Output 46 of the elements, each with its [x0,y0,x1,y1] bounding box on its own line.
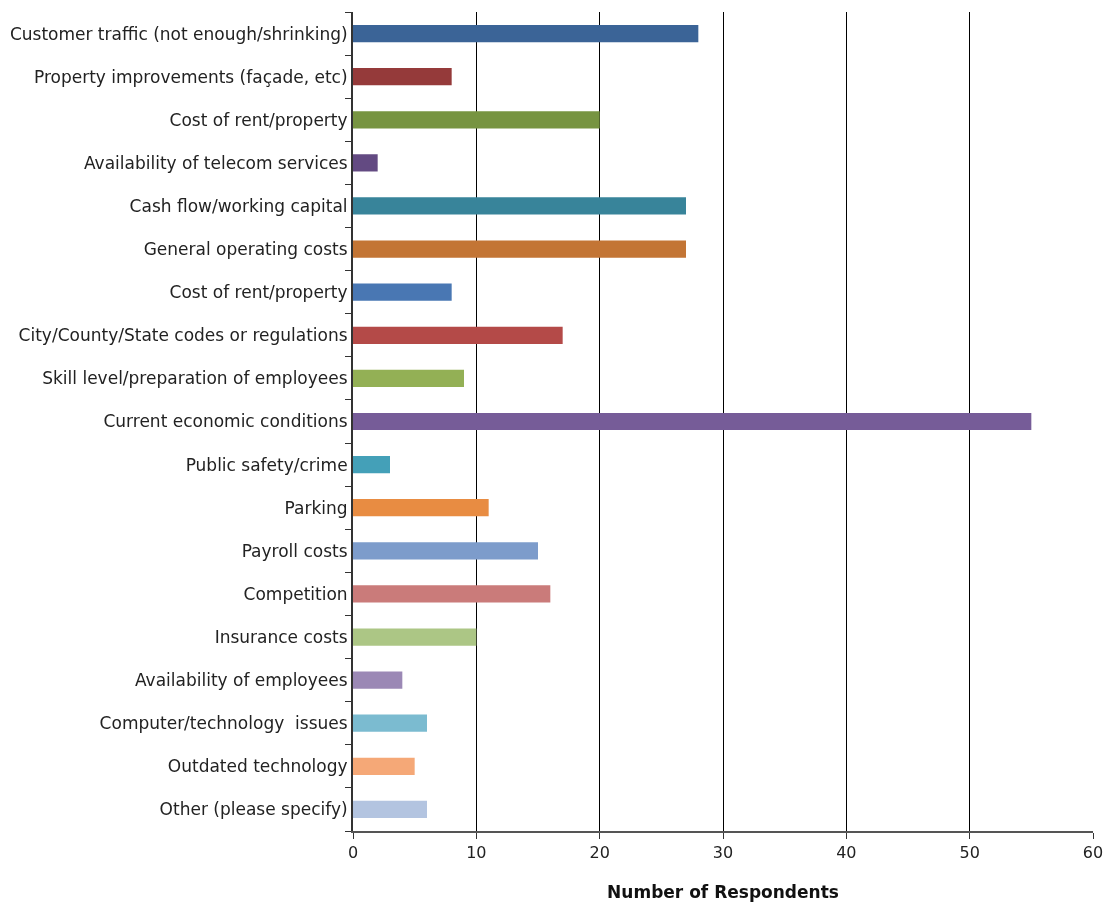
bar [353,326,563,344]
bar [353,757,415,775]
y-tick-label: Insurance costs [214,626,348,647]
bar [353,154,378,172]
x-tick-label: 50 [959,843,980,863]
bar [353,197,686,215]
y-tick-label: Computer/technology issues [99,713,348,734]
x-tick-label: 60 [1082,843,1104,863]
y-tick-label: Availability of employees [134,670,348,691]
y-tick-label: Cost of rent/property [169,109,348,130]
x-tick-label: 40 [836,843,857,863]
y-tick-label: Cash flow/working capital [129,195,348,216]
y-tick-label: Availability of telecom services [83,152,348,173]
bar [353,111,600,129]
y-tick-label: Property improvements (façade, etc) [33,66,348,87]
y-tick-label: Current economic conditions [103,411,348,432]
y-tick-label: Skill level/preparation of employees [42,368,348,389]
bar [353,671,403,689]
y-tick-label: Cost of rent/property [169,282,348,303]
bar [353,240,686,258]
x-tick-label: 10 [466,843,487,863]
bar [353,800,427,819]
bar [353,542,538,560]
y-tick-label: Other (please specify) [159,799,348,820]
x-axis-title: Number of Respondents [607,882,839,903]
bar [353,628,477,646]
bar [353,412,1032,431]
y-tick-label: Public safety/crime [185,454,348,475]
y-tick-label: Parking [284,497,348,518]
bar [353,369,464,388]
x-tick-label: 30 [712,843,734,863]
y-tick-label: Outdated technology [167,756,348,777]
x-tick-label: 20 [589,843,610,863]
y-tick-label: Customer traffic (not enough/shrinking) [9,23,348,44]
y-tick-label: General operating costs [143,239,348,260]
y-tick-label: Competition [243,583,348,604]
bar [353,283,452,301]
bar [353,499,489,517]
bar [353,585,551,603]
y-tick-label: Payroll costs [241,540,348,561]
y-tick-label: City/County/State codes or regulations [18,325,348,346]
bar [353,714,427,732]
bar [353,455,390,474]
bar [353,24,699,43]
x-tick-label: 0 [347,843,359,863]
bar [353,68,452,86]
